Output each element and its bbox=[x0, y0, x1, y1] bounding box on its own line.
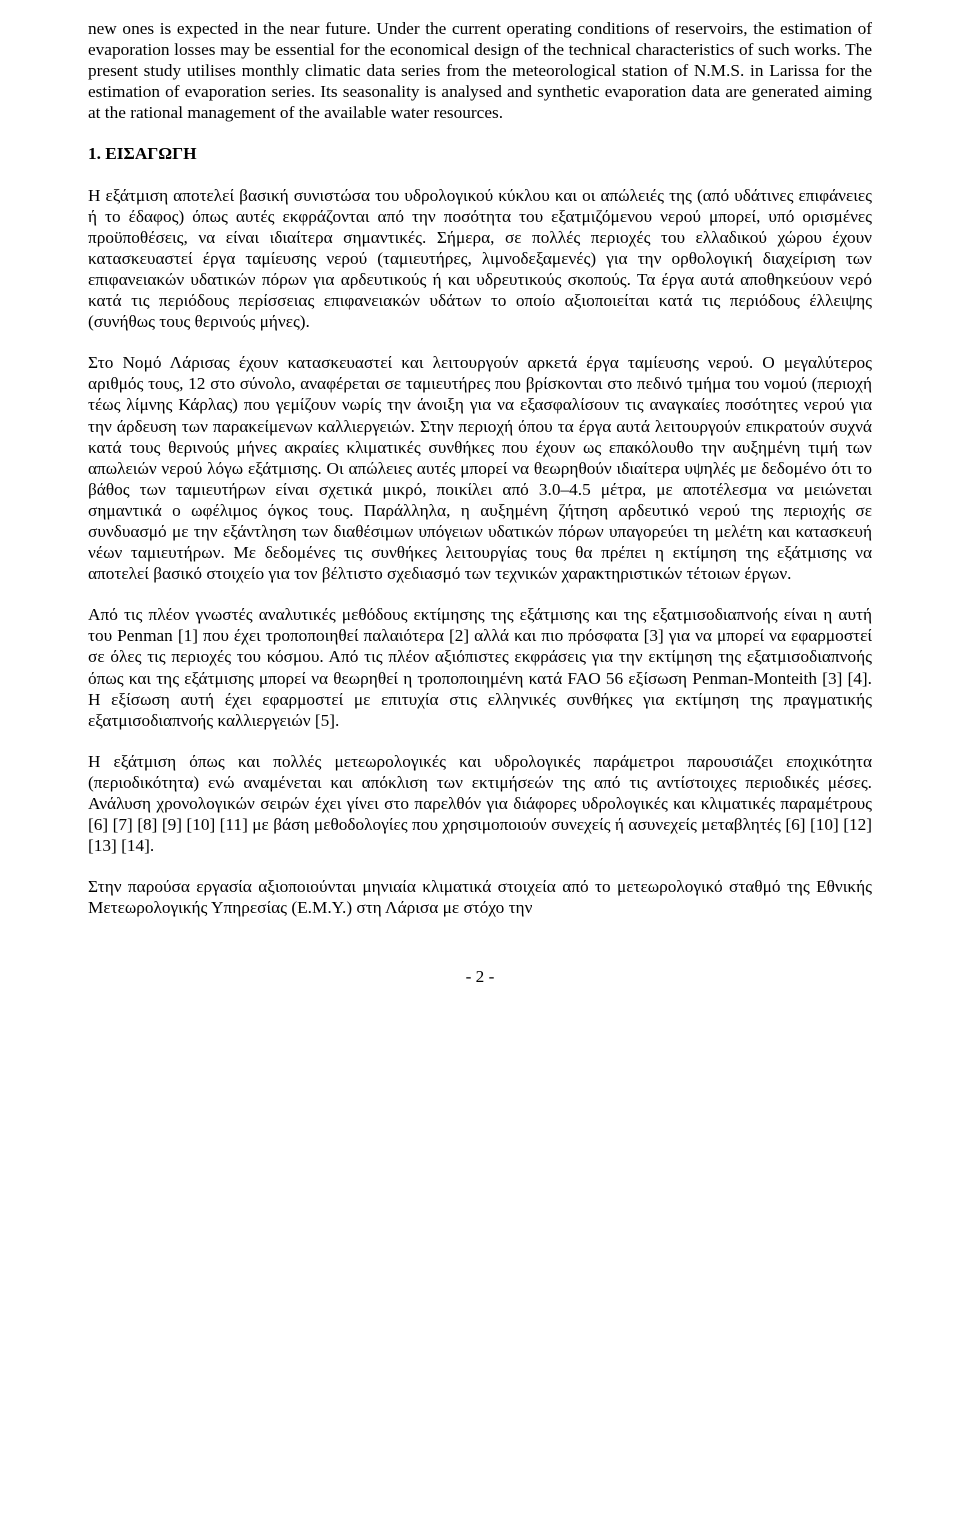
abstract-continuation: new ones is expected in the near future.… bbox=[88, 18, 872, 123]
intro-paragraph-4: Η εξάτμιση όπως και πολλές μετεωρολογικέ… bbox=[88, 751, 872, 856]
intro-paragraph-1: Η εξάτμιση αποτελεί βασική συνιστώσα του… bbox=[88, 185, 872, 333]
page-number: - 2 - bbox=[88, 966, 872, 987]
intro-paragraph-2: Στο Νομό Λάρισας έχουν κατασκευαστεί και… bbox=[88, 352, 872, 584]
intro-paragraph-5: Στην παρούσα εργασία αξιοποιούνται μηνια… bbox=[88, 876, 872, 918]
intro-paragraph-3: Από τις πλέον γνωστές αναλυτικές μεθόδου… bbox=[88, 604, 872, 731]
section-heading-1: 1. ΕΙΣΑΓΩΓΗ bbox=[88, 143, 872, 164]
